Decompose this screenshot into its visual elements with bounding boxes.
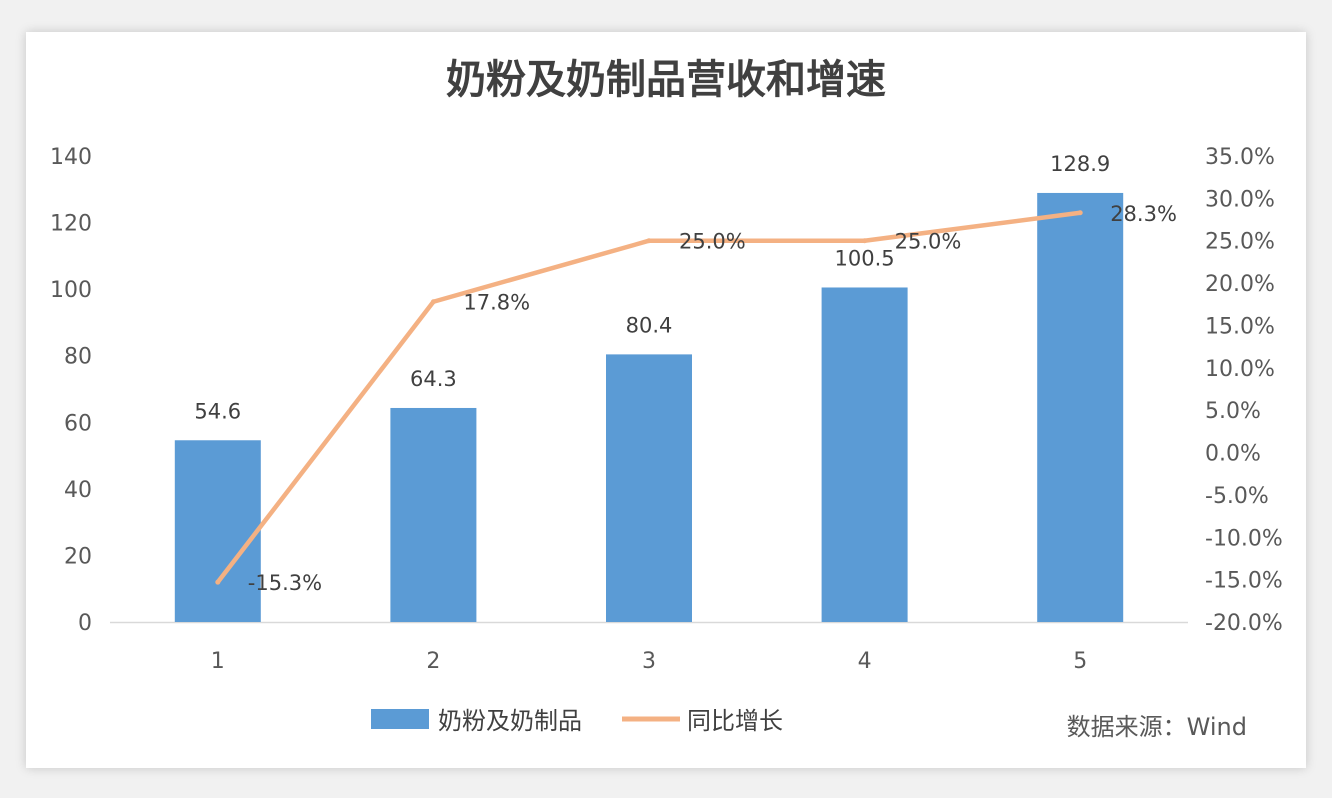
y-right-tick-label: 10.0% xyxy=(1205,357,1275,382)
y-right-tick-label: -20.0% xyxy=(1205,611,1283,636)
line-point xyxy=(215,579,221,585)
bar xyxy=(821,287,908,622)
legend-bar-label: 奶粉及奶制品 xyxy=(438,707,582,735)
y-right-tick-label: 15.0% xyxy=(1205,314,1275,339)
line-point xyxy=(862,238,868,244)
y-left-tick-label: 60 xyxy=(64,411,92,436)
y-right-tick-label: -5.0% xyxy=(1205,484,1269,509)
bar-data-label: 64.3 xyxy=(410,367,457,391)
x-tick-label: 2 xyxy=(426,649,440,674)
y-right-tick-label: -15.0% xyxy=(1205,569,1283,594)
y-right-tick-label: 5.0% xyxy=(1205,399,1261,424)
y-right-tick-label: 35.0% xyxy=(1205,145,1275,170)
legend-bar-swatch xyxy=(371,709,429,729)
line-point xyxy=(1077,210,1083,216)
y-right-tick-label: -10.0% xyxy=(1205,526,1283,551)
x-tick-label: 1 xyxy=(211,649,225,674)
line-data-label: 17.8% xyxy=(463,291,530,315)
y-right-tick-label: 30.0% xyxy=(1205,187,1275,212)
bar xyxy=(1037,192,1124,622)
x-tick-label: 3 xyxy=(642,649,656,674)
legend-line-label: 同比增长 xyxy=(687,707,783,735)
line-point xyxy=(430,299,436,305)
y-right-tick-label: 20.0% xyxy=(1205,272,1275,297)
bar-data-label: 80.4 xyxy=(626,313,673,337)
line-data-label: -15.3% xyxy=(248,571,322,595)
bar xyxy=(606,354,692,622)
y-left-tick-label: 100 xyxy=(50,278,92,303)
line-data-label: 25.0% xyxy=(895,230,962,254)
line-data-label: 28.3% xyxy=(1110,202,1177,226)
source-note: 数据来源：Wind xyxy=(1067,713,1247,741)
chart-title: 奶粉及奶制品营收和增速 xyxy=(446,56,886,103)
bar-data-label: 54.6 xyxy=(194,399,241,423)
y-left-tick-label: 20 xyxy=(64,544,92,569)
y-left-tick-label: 80 xyxy=(64,345,92,370)
y-right-tick-label: 25.0% xyxy=(1205,230,1275,255)
y-left-tick-label: 120 xyxy=(50,212,92,237)
y-left-tick-label: 0 xyxy=(78,611,92,636)
line-point xyxy=(646,238,652,244)
bar xyxy=(174,440,261,622)
bar-data-label: 100.5 xyxy=(835,246,895,270)
line-data-label: 25.0% xyxy=(679,230,746,254)
bar xyxy=(390,407,477,622)
x-tick-label: 5 xyxy=(1073,649,1087,674)
legend: 奶粉及奶制品 同比增长 xyxy=(371,707,783,735)
x-tick-label: 4 xyxy=(858,649,872,674)
y-left-tick-label: 140 xyxy=(50,145,92,170)
y-right-tick-label: 0.0% xyxy=(1205,442,1261,467)
y-left-tick-label: 40 xyxy=(64,478,92,503)
bar-data-label: 128.9 xyxy=(1050,152,1110,176)
